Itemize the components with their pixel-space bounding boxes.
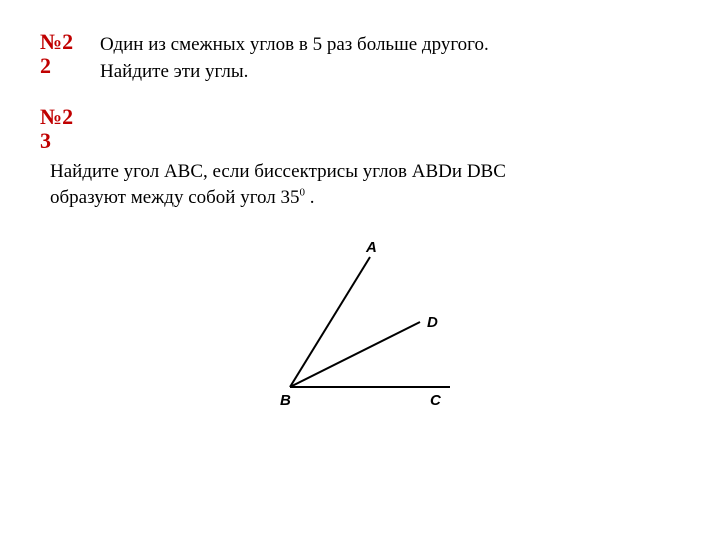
problem-23-num-line2: 3: [40, 128, 51, 153]
diagram-container: А В С D: [40, 237, 680, 417]
problem-22-text-line1: Один из смежных углов в 5 раз больше дру…: [100, 34, 489, 55]
svg-text:С: С: [430, 392, 442, 409]
problem-23-num-line1: №2: [40, 104, 73, 129]
problem-22-text-line2: Найдите эти углы.: [100, 61, 248, 82]
svg-text:В: В: [280, 392, 291, 409]
svg-text:А: А: [365, 239, 377, 256]
problem-22-text: Один из смежных углов в 5 раз больше дру…: [100, 30, 680, 85]
problem-23-text-line2a: образуют между собой угол 35: [50, 187, 300, 208]
problem-23-text-line2b: .: [305, 187, 315, 208]
problem-23-text-line1: Найдите угол АВС, если биссектрисы углов…: [50, 161, 506, 182]
problem-23-number: №2 3: [40, 105, 100, 153]
problem-22-num-line2: 2: [40, 53, 51, 78]
angle-diagram: А В С D: [240, 237, 480, 417]
problem-22: №2 2 Один из смежных углов в 5 раз больш…: [40, 30, 680, 85]
problem-22-number: №2 2: [40, 30, 100, 85]
problem-22-num-line1: №2: [40, 29, 73, 54]
problem-23-text: Найдите угол АВС, если биссектрисы углов…: [50, 159, 680, 212]
svg-text:D: D: [427, 314, 438, 331]
problem-23-header: №2 3: [40, 105, 680, 153]
